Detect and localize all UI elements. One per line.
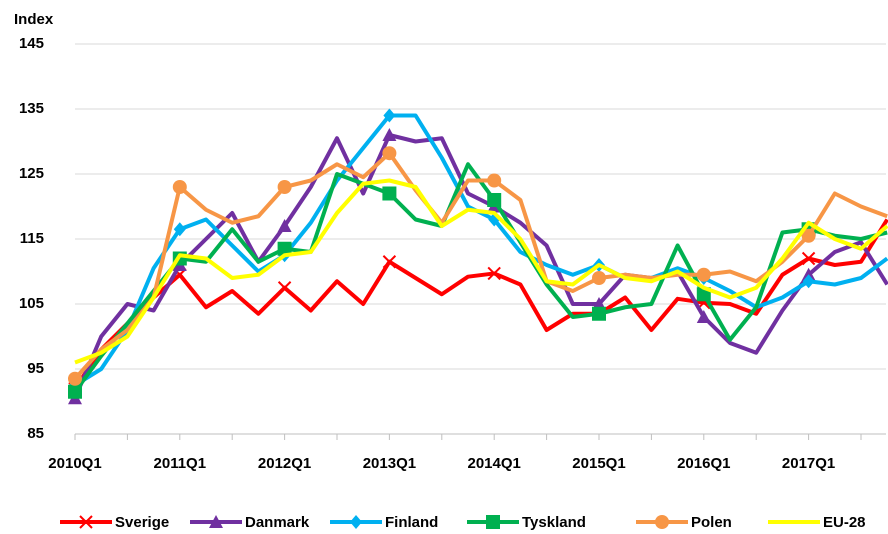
legend-label: Sverige	[115, 514, 169, 531]
data-point	[487, 173, 502, 188]
data-point	[487, 193, 502, 207]
legend-marker	[486, 515, 500, 529]
y-tick-label: 125	[19, 165, 44, 182]
legend-marker	[79, 515, 93, 529]
legend-label: Finland	[385, 514, 438, 531]
data-point	[383, 108, 396, 123]
x-tick-label: 2015Q1	[572, 455, 625, 472]
y-tick-label: 135	[19, 100, 44, 117]
legend-label: Polen	[691, 514, 732, 531]
x-tick-label: 2012Q1	[258, 455, 311, 472]
data-point	[382, 255, 397, 269]
x-tick-label: 2010Q1	[48, 455, 101, 472]
x-tick-label: 2017Q1	[782, 455, 835, 472]
legend-marker	[655, 515, 669, 529]
data-point	[277, 281, 292, 295]
series-line	[73, 151, 888, 381]
series-line	[74, 178, 888, 365]
x-tick-label: 2016Q1	[677, 455, 730, 472]
data-point	[801, 251, 816, 266]
y-tick-label: 95	[27, 360, 44, 377]
data-point	[801, 228, 816, 243]
data-point	[277, 241, 292, 256]
y-tick-label: 85	[27, 425, 44, 442]
legend-label: EU-28	[823, 514, 866, 531]
data-point	[173, 222, 186, 237]
data-point	[277, 180, 292, 194]
x-tick-label: 2011Q1	[154, 455, 207, 472]
legend-marker	[350, 515, 362, 529]
x-tick-label: 2014Q1	[468, 455, 521, 472]
data-point	[382, 128, 397, 141]
data-point	[382, 186, 397, 201]
data-point	[592, 271, 606, 285]
data-point	[68, 371, 82, 386]
legend-marker	[209, 515, 223, 528]
data-point	[382, 146, 397, 161]
data-point	[802, 274, 815, 289]
data-point	[696, 310, 711, 323]
legend-label: Danmark	[245, 514, 310, 531]
data-point	[696, 267, 711, 282]
data-point	[68, 384, 82, 399]
x-tick-label: 2013Q1	[363, 455, 416, 472]
data-point	[592, 306, 606, 321]
y-tick-label: 115	[20, 230, 44, 247]
data-point	[172, 180, 187, 194]
legend-label: Tyskland	[522, 514, 586, 531]
y-axis-label: Index	[14, 11, 54, 28]
series-line	[73, 133, 888, 400]
data-point	[487, 266, 501, 281]
y-tick-label: 145	[19, 35, 44, 52]
y-tick-label: 105	[19, 295, 44, 312]
data-point	[277, 219, 292, 232]
